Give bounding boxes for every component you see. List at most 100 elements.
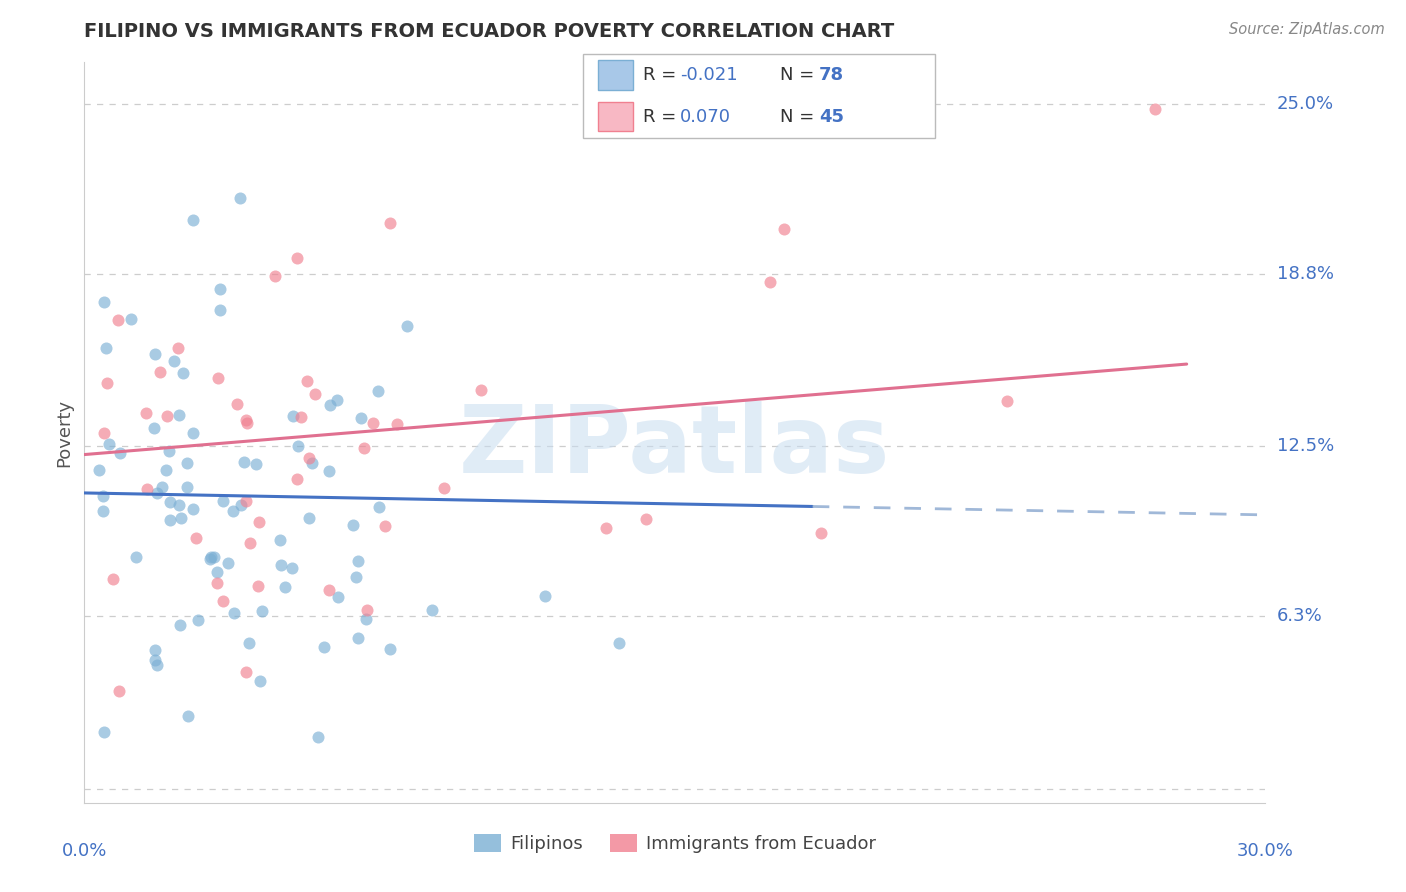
Point <box>420 603 443 617</box>
Point <box>120 311 142 326</box>
Point <box>200 549 222 564</box>
Point <box>170 511 193 525</box>
Point <box>235 665 257 679</box>
Point <box>238 636 260 650</box>
Point <box>245 457 267 471</box>
Point <box>155 463 177 477</box>
Point <box>318 398 340 412</box>
Text: N =: N = <box>780 108 820 126</box>
Point <box>167 409 190 423</box>
Point <box>298 511 321 525</box>
Point <box>87 463 110 477</box>
Point <box>222 606 245 620</box>
Point <box>318 464 340 478</box>
Point <box>326 590 349 604</box>
Point <box>183 213 205 227</box>
Text: R =: R = <box>644 66 682 84</box>
Text: ZIPatlas: ZIPatlas <box>460 401 890 493</box>
Text: 0.070: 0.070 <box>681 108 731 126</box>
Text: 18.8%: 18.8% <box>1277 265 1333 283</box>
Text: 45: 45 <box>818 108 844 126</box>
Point <box>772 222 794 236</box>
Point <box>290 409 312 424</box>
Point <box>347 631 370 645</box>
Point <box>101 572 124 586</box>
Bar <box>598 102 633 131</box>
Point <box>373 519 395 533</box>
Point <box>150 480 173 494</box>
Text: Source: ZipAtlas.com: Source: ZipAtlas.com <box>1229 22 1385 37</box>
Point <box>125 550 148 565</box>
Legend: Filipinos, Immigrants from Ecuador: Filipinos, Immigrants from Ecuador <box>467 827 883 861</box>
Point <box>187 613 209 627</box>
Point <box>107 312 129 326</box>
Point <box>208 282 231 296</box>
Point <box>159 495 181 509</box>
Point <box>232 455 254 469</box>
Point <box>143 653 166 667</box>
Point <box>163 354 186 368</box>
Point <box>211 494 233 508</box>
Point <box>385 417 408 431</box>
Text: 25.0%: 25.0% <box>1277 95 1334 112</box>
Point <box>354 612 377 626</box>
Point <box>312 640 335 655</box>
Point <box>342 518 364 533</box>
Point <box>205 576 228 591</box>
Point <box>229 498 252 512</box>
Point <box>283 409 305 423</box>
Text: 30.0%: 30.0% <box>1237 842 1294 860</box>
Point <box>285 251 308 265</box>
Point <box>93 725 115 739</box>
Point <box>995 393 1018 408</box>
Point <box>136 482 159 496</box>
Text: -0.021: -0.021 <box>681 66 738 84</box>
Point <box>91 504 114 518</box>
Point <box>595 521 617 535</box>
Point <box>269 533 291 548</box>
Point <box>295 375 318 389</box>
Point <box>93 425 115 440</box>
Point <box>249 673 271 688</box>
Point <box>149 366 172 380</box>
Point <box>202 549 225 564</box>
FancyBboxPatch shape <box>583 54 935 138</box>
Point <box>636 511 658 525</box>
Text: 6.3%: 6.3% <box>1277 607 1322 625</box>
Text: FILIPINO VS IMMIGRANTS FROM ECUADOR POVERTY CORRELATION CHART: FILIPINO VS IMMIGRANTS FROM ECUADOR POVE… <box>84 22 894 41</box>
Point <box>287 471 309 485</box>
Point <box>367 384 389 399</box>
Point <box>93 294 115 309</box>
Point <box>235 412 257 426</box>
Point <box>274 580 297 594</box>
Point <box>378 641 401 656</box>
Point <box>146 658 169 673</box>
Point <box>208 302 231 317</box>
Point <box>156 409 179 424</box>
Point <box>177 709 200 723</box>
Point <box>229 191 252 205</box>
Point <box>176 480 198 494</box>
Point <box>91 490 114 504</box>
Text: R =: R = <box>644 108 682 126</box>
Point <box>207 371 229 385</box>
Point <box>198 552 221 566</box>
Point <box>759 275 782 289</box>
Point <box>135 407 157 421</box>
Point <box>344 570 367 584</box>
Text: 12.5%: 12.5% <box>1277 437 1334 455</box>
Point <box>183 425 205 440</box>
Point <box>361 416 384 430</box>
Point <box>222 504 245 518</box>
Point <box>270 558 292 572</box>
Point <box>347 554 370 568</box>
Point <box>246 579 269 593</box>
Point <box>169 498 191 512</box>
Point <box>264 268 287 283</box>
Point <box>247 516 270 530</box>
Point <box>1144 102 1167 116</box>
Point <box>172 366 194 380</box>
Point <box>353 441 375 455</box>
Point <box>281 561 304 575</box>
Point <box>470 384 492 398</box>
